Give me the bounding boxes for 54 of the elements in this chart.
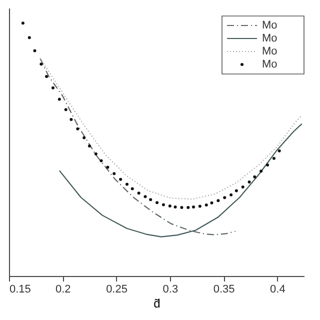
x-tick-label: 0.2 [55,284,71,296]
point [130,187,134,190]
x-tick-label: 0.4 [270,284,286,296]
point [45,75,48,78]
point [70,118,73,121]
point [204,203,208,206]
point [210,201,214,204]
x-tick-label: 0.25 [106,284,128,296]
point [94,152,98,156]
point [82,136,86,140]
point [241,186,244,188]
point [51,86,54,90]
legend-label: Mo [262,20,278,32]
point [33,49,36,52]
point [168,204,172,208]
point [253,175,256,178]
x-tick-label: 0.3 [162,284,178,296]
point [137,192,140,195]
point [198,204,202,208]
point [230,193,233,196]
point [192,205,196,208]
x-axis-title: d̃ [154,296,160,310]
point [186,206,190,209]
point [278,149,281,152]
point [88,144,91,148]
point [28,36,31,40]
point [248,180,251,184]
point [112,172,116,176]
point [106,166,110,169]
point [180,206,184,209]
point [144,195,147,198]
point [119,178,122,181]
legend-label: Mo [262,46,278,58]
x-tick-label: 0.35 [213,284,235,296]
point [100,159,103,162]
point [156,201,159,204]
point [223,196,226,200]
point [266,164,270,167]
point [76,127,80,130]
point [126,182,128,186]
point [64,108,68,112]
point [216,199,220,202]
legend-label: Mo [262,32,278,44]
point [149,198,152,202]
point [260,170,263,173]
x-tick-label: 0.15 [10,284,31,296]
legend-label: Mo [262,58,278,70]
point [272,156,276,160]
point [58,98,61,101]
point [162,203,165,206]
point [40,62,43,66]
point [21,22,24,25]
point [174,205,177,208]
point [234,189,238,192]
